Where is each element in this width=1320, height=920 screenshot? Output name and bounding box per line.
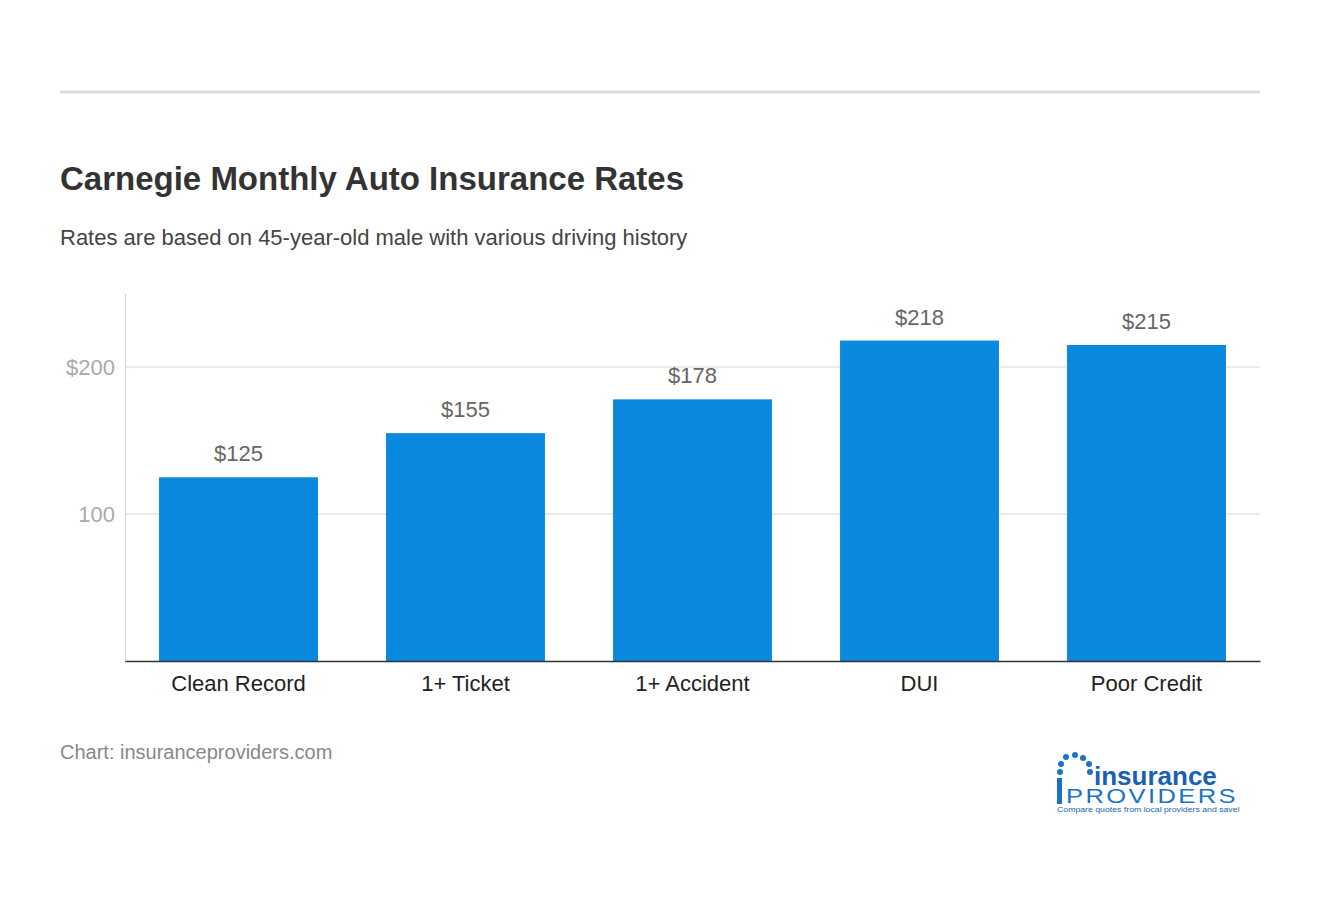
x-tick: Clean Record [171, 661, 306, 696]
y-tick: $200 [66, 355, 125, 380]
y-axis: 100 $200 [66, 294, 125, 662]
data-label: $215 [1122, 309, 1171, 334]
logo: insurancePROVIDERSCompare quotes from lo… [1057, 752, 1240, 814]
subtitle: Rates are based on 45-year-old male with… [60, 225, 687, 250]
x-tick: Poor Credit [1091, 661, 1202, 696]
data-label: $125 [214, 441, 263, 466]
y-tick-label: $200 [66, 355, 115, 380]
data-label: $178 [668, 363, 717, 388]
bar [840, 341, 999, 661]
logo-dot [1072, 752, 1078, 758]
bar [1067, 345, 1226, 661]
source: Chart: insuranceproviders.com [60, 741, 332, 763]
y-tick-label: 100 [78, 502, 115, 527]
y-tick: 100 [78, 502, 125, 527]
x-tick-label: Poor Credit [1091, 671, 1202, 696]
data-labels: $125 $155 $178 $218 $215 [214, 305, 1171, 467]
bars [159, 341, 1226, 661]
logo-dot [1057, 769, 1063, 775]
logo-dot [1087, 769, 1093, 775]
x-tick-label: 1+ Ticket [421, 671, 510, 696]
logo-dot [1086, 761, 1092, 767]
x-tick: 1+ Ticket [421, 661, 510, 696]
logo-bar [1057, 778, 1062, 804]
x-tick-label: 1+ Accident [635, 671, 749, 696]
logo-tagline: Compare quotes from local providers and … [1057, 806, 1240, 814]
y-axis-line [125, 294, 126, 662]
chart: Carnegie Monthly Auto Insurance Rates Rat… [0, 0, 1320, 920]
logo-dot [1058, 761, 1064, 767]
bar [159, 477, 318, 661]
x-tick-label: DUI [901, 671, 939, 696]
data-label: $155 [441, 397, 490, 422]
bar [386, 433, 545, 661]
logo-dot [1080, 755, 1086, 761]
top-rule [60, 91, 1260, 94]
logo-text: PROVIDERS [1066, 784, 1238, 807]
x-axis-line [126, 661, 1261, 663]
x-axis: Clean Record 1+ Ticket 1+ Accident DUI Poor … [126, 661, 1261, 696]
data-label: $218 [895, 305, 944, 330]
x-tick: DUI [901, 661, 939, 696]
logo-dot [1063, 754, 1069, 760]
bar [613, 399, 772, 661]
x-tick-label: Clean Record [171, 671, 306, 696]
title: Carnegie Monthly Auto Insurance Rates [60, 160, 684, 197]
x-tick: 1+ Accident [635, 661, 749, 696]
